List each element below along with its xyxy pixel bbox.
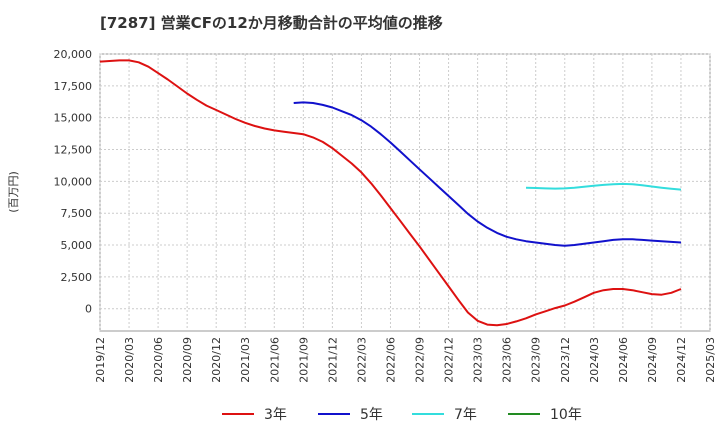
- y-axis-label: (百万円): [7, 171, 20, 213]
- legend-label: 5年: [360, 407, 383, 423]
- x-tick-label: 2022/06: [384, 337, 397, 383]
- x-tick-label: 2023/12: [559, 337, 572, 383]
- x-tick-label: 2020/12: [210, 337, 223, 383]
- series-line-7年: [525, 182, 682, 191]
- y-tick-label: 10,000: [54, 175, 93, 188]
- legend: 3年 5年 7年 10年: [222, 407, 582, 423]
- y-tick-label: 5,000: [61, 239, 93, 252]
- x-tick-label: 2024/06: [617, 337, 630, 383]
- y-tick-label: 7,500: [61, 207, 93, 220]
- series-line-3年: [99, 59, 682, 327]
- x-tick-label: 2019/12: [94, 337, 107, 383]
- x-tick-label: 2021/12: [326, 337, 339, 383]
- x-tick-label: 2021/06: [268, 337, 281, 383]
- x-tick-label: 2022/09: [414, 337, 427, 383]
- chart-title: [7287] 営業CFの12か月移動合計の平均値の推移: [100, 14, 443, 32]
- x-tick-label: 2022/12: [443, 337, 456, 383]
- x-tick-label: 2021/03: [239, 337, 252, 383]
- x-tick-label: 2024/09: [646, 337, 659, 383]
- x-tick-label: 2025/03: [704, 337, 717, 383]
- y-tick-label: 0: [85, 303, 92, 316]
- x-tick-label: 2023/09: [530, 337, 543, 383]
- y-tick-label: 17,500: [54, 80, 93, 93]
- x-tick-label: 2021/09: [297, 337, 310, 383]
- x-tick-label: 2020/09: [181, 337, 194, 383]
- grid-lines: [99, 53, 711, 331]
- y-tick-label: 15,000: [54, 112, 93, 125]
- x-tick-label: 2023/06: [501, 337, 514, 383]
- x-tick-label: 2022/03: [355, 337, 368, 383]
- legend-label: 7年: [454, 407, 477, 423]
- x-tick-label: 2024/12: [675, 337, 688, 383]
- y-tick-label: 2,500: [61, 271, 93, 284]
- x-tick-label: 2020/06: [152, 337, 165, 383]
- x-tick-label: 2024/03: [588, 337, 601, 383]
- series-line-5年: [293, 101, 682, 247]
- x-tick-label: 2020/03: [123, 337, 136, 383]
- y-tick-label: 12,500: [54, 144, 93, 157]
- y-tick-label: 20,000: [54, 48, 93, 61]
- legend-label: 3年: [264, 407, 287, 423]
- x-tick-label: 2023/03: [472, 337, 485, 383]
- x-axis-ticks: 2019/12 2020/03 2020/06 2020/09 2020/12 2021/…: [94, 337, 717, 383]
- legend-label: 10年: [550, 407, 582, 423]
- y-axis-ticks: 0 2,500 5,000 7,500 10,000 12,500 15,000 17,500…: [54, 48, 93, 316]
- series-lines: [99, 59, 682, 327]
